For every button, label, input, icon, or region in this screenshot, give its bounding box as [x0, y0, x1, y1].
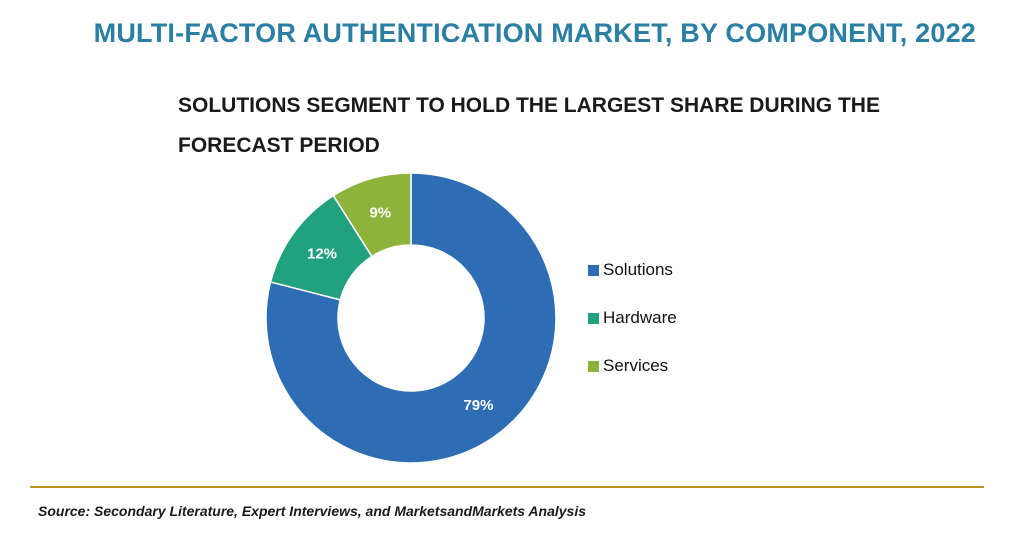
legend-item-services: Services	[588, 354, 677, 378]
slice-label-solutions: 79%	[463, 397, 493, 414]
legend-item-hardware: Hardware	[588, 306, 677, 330]
slice-solutions	[265, 172, 557, 464]
legend-label: Solutions	[603, 260, 673, 279]
slice-services	[332, 172, 412, 258]
chart-legend: Solutions Hardware Services	[588, 258, 677, 402]
source-note: Source: Secondary Literature, Expert Int…	[38, 503, 587, 519]
legend-label: Services	[603, 356, 669, 375]
slice-label-services: 9%	[369, 204, 391, 221]
chart-title: MULTI-FACTOR AUTHENTICATION MARKET, BY C…	[93, 18, 976, 48]
legend-swatch	[588, 264, 599, 276]
footer-divider	[30, 486, 984, 488]
slice-label-hardware: 12%	[307, 245, 337, 262]
chart-subtitle: SOLUTIONS SEGMENT TO HOLD THE LARGEST SH…	[178, 94, 880, 157]
legend-swatch	[588, 312, 599, 324]
legend-item-solutions: Solutions	[588, 258, 677, 282]
legend-swatch	[588, 360, 599, 372]
legend-label: Hardware	[603, 308, 677, 327]
